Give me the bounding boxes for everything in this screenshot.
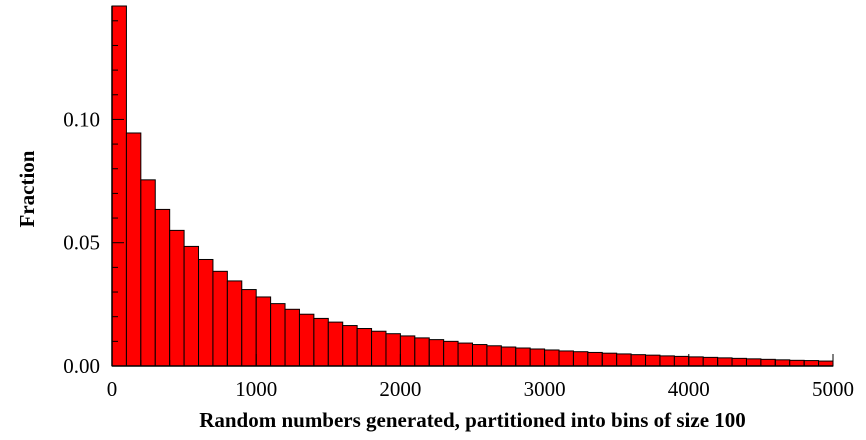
histogram-bar — [212, 270, 228, 367]
x-axis-title: Random numbers generated, partitioned in… — [199, 408, 746, 432]
histogram-bar — [443, 340, 459, 367]
histogram-bar — [457, 342, 473, 367]
chart-axes — [111, 6, 833, 367]
y-tick-label: 0.10 — [63, 107, 100, 131]
histogram-bar — [774, 359, 791, 367]
histogram-bar — [154, 208, 171, 367]
histogram-bar — [500, 346, 517, 367]
histogram-bar — [515, 347, 531, 367]
histogram-bar — [745, 358, 762, 367]
x-tick-label: 5000 — [812, 377, 854, 401]
histogram-bar — [789, 359, 805, 367]
histogram-bar — [169, 229, 185, 367]
histogram-bar — [601, 352, 618, 367]
y-axis-title: Fraction — [15, 150, 39, 227]
histogram-bars — [111, 5, 834, 367]
histogram-bar — [659, 355, 675, 367]
histogram-bar — [587, 351, 603, 367]
histogram-bar — [760, 358, 776, 367]
histogram-bar — [673, 355, 690, 367]
histogram-bar — [198, 258, 214, 367]
histogram-bar — [529, 348, 546, 367]
x-tick-label: 2000 — [379, 377, 421, 401]
histogram-bar — [270, 303, 286, 367]
histogram-bar — [183, 245, 200, 367]
y-tick-label: 0.00 — [63, 354, 100, 378]
histogram-bar — [327, 321, 344, 367]
histogram-bar — [616, 353, 632, 367]
histogram-bar — [472, 344, 488, 367]
histogram-bar — [630, 354, 647, 367]
histogram-bar — [111, 5, 127, 367]
histogram-bar — [125, 132, 142, 367]
histogram-bar — [428, 339, 445, 367]
histogram-bar — [284, 308, 300, 367]
histogram-bar — [558, 350, 574, 367]
histogram-bar — [385, 333, 401, 367]
histogram-bar — [399, 335, 416, 367]
histogram-bar — [731, 357, 747, 367]
histogram-bar — [241, 289, 257, 367]
histogram-bar — [572, 351, 589, 367]
x-tick-label: 3000 — [524, 377, 566, 401]
histogram-bar — [226, 280, 243, 367]
histogram-bar — [803, 360, 820, 367]
histogram-bar — [688, 356, 704, 367]
histogram-bar — [414, 337, 430, 367]
histogram-bar — [544, 349, 560, 367]
histogram-bar — [356, 328, 373, 367]
histogram-bar — [371, 330, 387, 367]
histogram-bar — [140, 179, 156, 367]
x-tick-label: 0 — [107, 377, 118, 401]
histogram-bar — [717, 357, 733, 367]
histogram-bar — [486, 345, 502, 367]
x-tick-label: 4000 — [668, 377, 710, 401]
histogram-bar — [645, 354, 661, 367]
histogram-bar — [342, 325, 358, 367]
histogram-bar — [255, 296, 272, 367]
y-tick-label: 0.05 — [63, 231, 100, 255]
histogram-bar — [298, 313, 315, 367]
histogram-bar — [702, 356, 719, 367]
histogram-bar — [313, 317, 329, 367]
x-tick-label: 1000 — [235, 377, 277, 401]
chart-ticks: 0 1000 2000 3000 4000 5000 0.00 0.05 0.10 — [63, 20, 854, 401]
